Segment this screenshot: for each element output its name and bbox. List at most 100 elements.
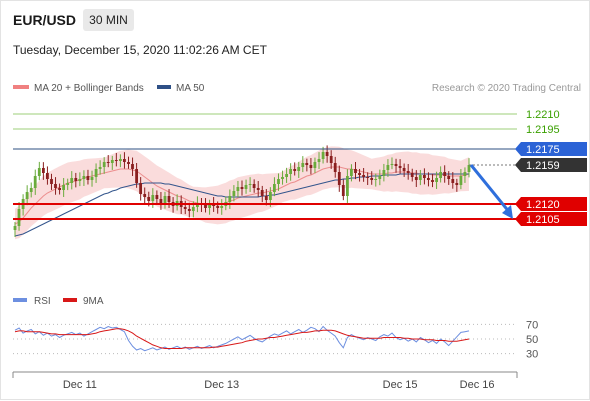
candle-body [366, 177, 369, 178]
current-level-tag [515, 158, 587, 172]
rsi-line [14, 325, 470, 352]
rsi-panel: 70 50 30 [13, 319, 538, 361]
candle-body [382, 170, 386, 176]
candle-body [313, 162, 317, 168]
current-level-label: 1.2159 [526, 160, 560, 172]
candle-body [317, 159, 321, 162]
rsi-tick-label: 50 [526, 334, 538, 346]
ma20-legend-swatch [13, 85, 29, 89]
candle-body [29, 188, 33, 192]
ma20-legend-label: MA 20 + Bollinger Bands [34, 83, 144, 94]
resistance-level-label: 1.2175 [526, 144, 560, 156]
candle-body [82, 176, 86, 179]
candle-body [33, 176, 37, 188]
candle-body [281, 177, 284, 179]
candle-body [370, 178, 374, 180]
ma50-legend-swatch [157, 85, 171, 89]
candle-body [423, 175, 426, 178]
candle-body [414, 177, 418, 180]
candle-body [228, 196, 232, 202]
candle-body [25, 192, 29, 199]
candle-body [439, 172, 442, 178]
candle-body [443, 172, 447, 176]
candle-body [467, 165, 471, 172]
candle-body [264, 196, 268, 200]
candle-body [131, 164, 134, 169]
candle-body [248, 184, 252, 185]
candle-body [305, 163, 309, 165]
candle-body [106, 162, 110, 163]
candle-body [98, 167, 102, 169]
ma9-legend-swatch [63, 298, 77, 302]
candle-body [159, 199, 163, 203]
candle-body [386, 165, 390, 170]
candle-body [74, 178, 78, 181]
candle-body [90, 177, 94, 180]
candle-body [204, 205, 207, 208]
candle-body [240, 187, 244, 189]
forecast-arrow-head [502, 205, 513, 219]
candle-body [187, 209, 191, 211]
ma9-legend-label: 9MA [83, 296, 104, 307]
candle-body [431, 180, 434, 182]
timeframe-badge[interactable] [83, 9, 134, 31]
candle-body [78, 179, 82, 181]
candle-body [321, 152, 325, 159]
candle-body [163, 196, 167, 203]
candle-body [66, 183, 70, 185]
candle-body [236, 187, 240, 191]
price-levels: 1.2210 1.2195 1.2175 1.2159 1.2120 1.2105 [13, 109, 587, 226]
candle-body [451, 179, 455, 183]
target-level-label: 1.2195 [526, 124, 560, 136]
candle-body [147, 197, 151, 201]
candle-body [114, 160, 118, 161]
x-tick-label: Dec 11 [63, 379, 97, 391]
candle-body [58, 188, 61, 190]
candle-body [232, 191, 236, 196]
candle-body [329, 156, 333, 163]
candle-body [410, 173, 414, 177]
candle-body [256, 188, 260, 190]
candle-body [62, 185, 65, 190]
candle-body [293, 169, 297, 171]
candle-body [427, 178, 430, 180]
candle-body [191, 207, 195, 211]
rsi-tick-label: 30 [526, 349, 538, 361]
candle-body [50, 179, 53, 184]
candle-body [54, 184, 57, 188]
forecast-arrow-shaft [469, 164, 512, 214]
symbol-title: EUR/USD [13, 12, 76, 28]
rsi-legend-label: RSI [34, 296, 51, 307]
ma50-line [14, 173, 469, 237]
credit-text: Research © 2020 Trading Central [432, 83, 581, 94]
candle-body [378, 176, 382, 179]
candle-body [455, 183, 459, 185]
candle-body [155, 195, 159, 199]
candle-body [337, 172, 341, 185]
candle-body [260, 190, 264, 196]
candle-body [139, 183, 142, 194]
candle-body [37, 168, 41, 176]
candle-body [70, 178, 74, 183]
candle-body [269, 192, 272, 200]
price-panel [13, 145, 471, 240]
candle-body [244, 185, 248, 189]
candle-body [333, 163, 337, 172]
candle-body [277, 179, 280, 184]
candle-body [297, 167, 301, 171]
candle-body [17, 209, 21, 226]
rsi-legend-swatch [13, 298, 27, 302]
candle-body [94, 169, 98, 177]
candle-body [435, 178, 438, 182]
candle-body [394, 164, 398, 166]
candle-body [13, 226, 17, 230]
candle-body [346, 176, 349, 196]
candle-body [301, 163, 305, 167]
support-level-tag [515, 212, 587, 226]
candle-body [418, 175, 422, 180]
target-level-label: 1.2210 [526, 109, 560, 121]
candle-body [406, 171, 410, 173]
candle-body [354, 169, 357, 173]
